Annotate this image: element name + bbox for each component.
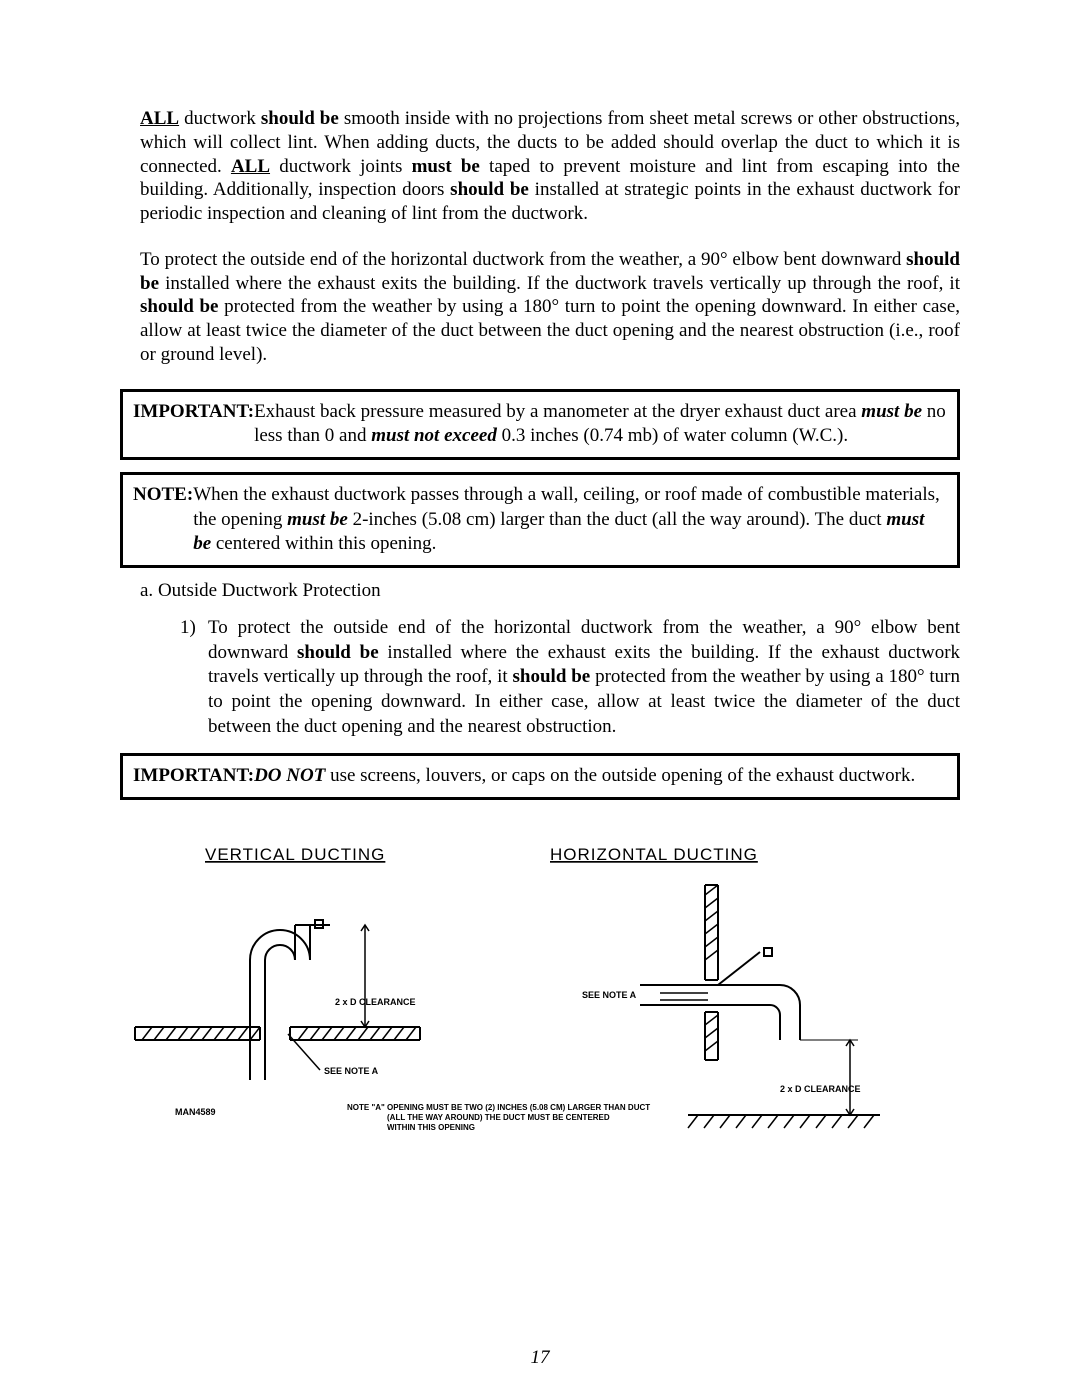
callout-label: NOTE:: [133, 484, 193, 505]
text-seg: DO NOT: [254, 765, 325, 786]
paragraph-ductwork-general: ALL ductwork should be smooth inside wit…: [140, 107, 960, 226]
text-seg: use screens, louvers, or caps on the out…: [325, 765, 915, 786]
subsection-item-1: 1) To protect the outside end of the hor…: [180, 616, 960, 739]
text-seg: should be: [450, 179, 529, 200]
subsection-a-text: Outside Ductwork Protection: [158, 580, 381, 601]
see-note-a-left: SEE NOTE A: [324, 1066, 379, 1076]
text-seg: should be: [261, 108, 339, 129]
text-seg: should be: [297, 642, 379, 663]
callout-label: IMPORTANT:: [133, 401, 254, 422]
callout-body: DO NOT use screens, louvers, or caps on …: [254, 764, 947, 789]
callout-important-pressure: IMPORTANT: Exhaust back pressure measure…: [120, 389, 960, 460]
callout-note-opening: NOTE: When the exhaust ductwork passes t…: [120, 472, 960, 568]
note-a-line1: NOTE "A" OPENING MUST BE TWO (2) INCHES …: [347, 1103, 650, 1112]
text-seg: must be: [287, 509, 348, 530]
text-seg: 0.3 inches (0.74 mb) of water column (W.…: [497, 425, 848, 446]
text-seg: 2-inches (5.08 cm) larger than the duct …: [348, 509, 887, 530]
text-seg: installed where the exhaust exits the bu…: [159, 273, 960, 294]
see-note-a-right: SEE NOTE A: [582, 990, 637, 1000]
callout-body: Exhaust back pressure measured by a mano…: [254, 400, 947, 449]
callout-label: IMPORTANT:: [133, 765, 254, 786]
subsection-a-label: a.: [140, 580, 158, 601]
page-number: 17: [0, 1347, 1080, 1369]
text-seg: protected from the weather by using a 18…: [140, 296, 960, 365]
drawing-number: MAN4589: [175, 1107, 216, 1117]
item-body: To protect the outside end of the horizo…: [208, 616, 960, 739]
subsection-a-heading: a. Outside Ductwork Protection: [140, 580, 960, 602]
document-page: ALL ductwork should be smooth inside wit…: [0, 0, 1080, 1397]
text-seg: must not exceed: [371, 425, 497, 446]
text-seg: ALL: [231, 156, 270, 177]
clearance-label-right: 2 x D CLEARANCE: [780, 1084, 861, 1094]
text-seg: must be: [412, 156, 480, 177]
note-a-line2: (ALL THE WAY AROUND) THE DUCT MUST BE CE…: [387, 1113, 610, 1122]
text-seg: Exhaust back pressure measured by a mano…: [254, 401, 861, 422]
text-seg: should be: [140, 296, 219, 317]
paragraph-weather-protection: To protect the outside end of the horizo…: [140, 248, 960, 367]
ducting-svg: VERTICAL DUCTING HORIZONTAL DUCTING: [120, 830, 960, 1160]
text-seg: ALL: [140, 108, 179, 129]
ducting-figure: VERTICAL DUCTING HORIZONTAL DUCTING: [120, 830, 960, 1160]
text-seg: To protect the outside end of the horizo…: [140, 249, 906, 270]
figure-title-horizontal: HORIZONTAL DUCTING: [550, 845, 758, 864]
callout-important-no-screens: IMPORTANT: DO NOT use screens, louvers, …: [120, 753, 960, 800]
item-number: 1): [180, 616, 208, 739]
callout-body: When the exhaust ductwork passes through…: [193, 483, 947, 557]
text-seg: must be: [861, 401, 922, 422]
text-seg: centered within this opening.: [211, 533, 436, 554]
text-seg: ductwork joints: [270, 156, 412, 177]
figure-title-vertical: VERTICAL DUCTING: [205, 845, 385, 864]
note-a-line3: WITHIN THIS OPENING: [387, 1123, 475, 1132]
text-seg: ductwork: [179, 108, 261, 129]
clearance-label-left: 2 x D CLEARANCE: [335, 997, 416, 1007]
text-seg: should be: [513, 666, 591, 687]
